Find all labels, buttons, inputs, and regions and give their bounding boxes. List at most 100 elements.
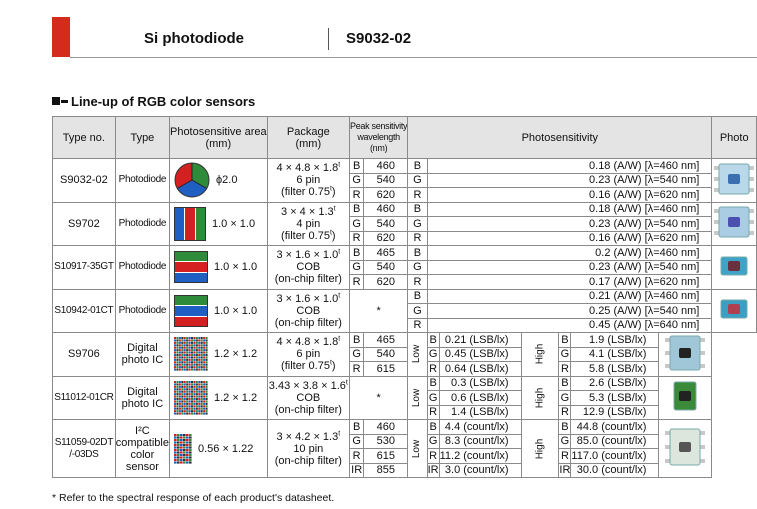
area-text: 0.56 × 1.22: [197, 442, 254, 455]
sens-color-label: R: [407, 274, 428, 290]
mosaic-pixel-area-icon: [173, 433, 192, 464]
sens-value: 0.18 (A/W) [λ=460 nm]: [426, 158, 713, 174]
package-filter: (filter 0.75: [281, 229, 330, 242]
type-text: Photodiode: [118, 304, 167, 316]
package-cell: 4 × 4.8 × 1.8t 6 pin (filter 0.75t): [266, 332, 351, 377]
sens-value: 0.16 (A/W) [λ=620 nm]: [426, 230, 713, 246]
sens-color-label: G: [407, 259, 428, 275]
high-color-label: G: [558, 433, 572, 449]
type-no-text: S11012-01CR: [54, 391, 114, 403]
type-no-cell: S9032-02: [52, 158, 116, 203]
type-text: sensor: [125, 460, 159, 473]
area-text: 1.0 × 1.0: [213, 304, 258, 317]
area-content: 1.2 × 1.2: [170, 380, 266, 415]
table-row: R 615 R 11.2 (count/lx) R 117.0 (count/lx): [53, 448, 757, 464]
thickness-mark: t: [329, 185, 332, 193]
peak-wavelength-value: 615: [363, 448, 409, 464]
package-dimensions: 3 × 4 × 1.3: [281, 205, 334, 218]
bullet-dash-icon: [61, 100, 68, 103]
type-no-text: /-03DS: [69, 448, 99, 460]
high-value: 85.0 (count/lx): [570, 433, 660, 449]
col-photo: Photo: [711, 116, 757, 159]
type-cell: I²C compatible color sensor: [114, 419, 170, 478]
area-cell: ϕ2.0: [168, 158, 268, 203]
area-content: 1.2 × 1.2: [170, 337, 266, 371]
package-cell: 3 × 1.6 × 1.0t COB (on-chip filter): [266, 288, 351, 333]
peak-color-label: G: [349, 346, 365, 362]
product-photo: [714, 163, 755, 195]
low-value: 0.21 (LSB/lx): [438, 332, 522, 348]
peak-color-label: R: [349, 448, 365, 464]
col-type-no: Type no.: [52, 116, 116, 159]
high-value: 2.6 (LSB/lx): [570, 375, 660, 391]
area-content: 1.0 × 1.0: [170, 294, 266, 327]
peak-color-label: G: [349, 172, 365, 188]
peak-note: *: [349, 375, 409, 420]
sens-color-label: G: [407, 172, 428, 188]
peak-color-label: R: [349, 274, 365, 290]
thickness-mark: t: [338, 335, 341, 343]
sens-color-label: G: [407, 216, 428, 232]
low-color-label: R: [426, 448, 440, 464]
type-text: compatible: [115, 436, 169, 449]
page-header: Si photodiode S9032-02: [52, 17, 757, 58]
peak-wavelength-value: 855: [363, 462, 409, 478]
peak-color-label: B: [349, 245, 365, 261]
table-row: R 620 R 0.16 (A/W) [λ=620 nm]: [53, 230, 757, 246]
photo-cell: [658, 332, 713, 377]
low-color-label: G: [426, 346, 440, 362]
type-text: photo IC: [121, 354, 164, 367]
low-value: 0.6 (LSB/lx): [438, 390, 522, 406]
mosaic-pixel-area-icon: [173, 380, 208, 415]
area-text: ϕ2.0: [215, 174, 238, 187]
package-filter-close: ): [331, 360, 336, 373]
rgb-sensor-table: Type no. Type Photosensitive area (mm) Pa…: [52, 116, 757, 478]
circular-rgb-area-icon: [174, 162, 210, 198]
high-gain-label: High: [520, 375, 560, 420]
sens-value: 0.23 (A/W) [λ=540 nm]: [426, 259, 713, 275]
col-photosensitivity: Photosensitivity: [407, 116, 713, 159]
peak-color-label: G: [349, 259, 365, 275]
peak-color-label: R: [349, 187, 365, 203]
type-text: I²C: [135, 424, 150, 437]
table-row: IR 855 IR 3.0 (count/lx) IR 30.0 (count/lx): [53, 462, 757, 478]
peak-color-label: B: [349, 158, 365, 174]
sens-value: 0.17 (A/W) [λ=620 nm]: [426, 274, 713, 290]
table-row: R 620 R 0.16 (A/W) [λ=620 nm]: [53, 187, 757, 203]
brand-red-bar: [52, 17, 70, 57]
peak-wavelength-value: 465: [363, 245, 409, 261]
low-value: 3.0 (count/lx): [438, 462, 522, 478]
low-value: 0.3 (LSB/lx): [438, 375, 522, 391]
high-gain-label: High: [520, 332, 560, 377]
type-text: color: [130, 448, 155, 461]
sens-value: 0.23 (A/W) [λ=540 nm]: [426, 216, 713, 232]
table-row: S9032-02 Photodiode ϕ2.0 4 × 4.8 × 1.8t 6 pi…: [52, 158, 757, 203]
high-color-label: B: [558, 375, 572, 391]
low-gain-label: Low: [407, 375, 428, 420]
package-filter: (on-chip filter): [274, 454, 342, 467]
area-content: 0.56 × 1.22: [170, 433, 266, 464]
package-filter-close: ): [331, 186, 336, 199]
table-row: S9702 Photodiode 1.0 × 1.0 3 × 4 × 1.3t 4 pi…: [52, 201, 757, 246]
area-content: 1.0 × 1.0: [170, 206, 266, 241]
high-gain-label: High: [520, 419, 560, 478]
low-gain-text: Low: [411, 388, 423, 407]
high-value: 5.8 (LSB/lx): [570, 361, 660, 377]
table-row: S9706 Digital photo IC 1.2 × 1.2 4 × 4.8 × 1…: [52, 332, 757, 377]
photo-cell: [711, 245, 757, 290]
type-no-cell: S11012-01CR: [52, 375, 116, 420]
type-text: photo IC: [121, 397, 164, 410]
low-gain-label: Low: [407, 419, 428, 478]
type-no-cell: S11059-02DT/-03DS: [52, 419, 116, 478]
mosaic-pixel-area-icon: [173, 337, 208, 371]
product-photo: [665, 428, 706, 466]
area-text: 1.0 × 1.0: [211, 217, 256, 230]
package-type: COB: [296, 304, 321, 317]
photo-cell: [658, 375, 713, 420]
footnote: * Refer to the spectral response of each…: [52, 492, 335, 504]
photo-cell: [711, 288, 757, 333]
header-rule: [70, 57, 757, 58]
high-gain-text: High: [533, 343, 545, 365]
low-value: 0.64 (LSB/lx): [438, 361, 522, 377]
high-value: 4.1 (LSB/lx): [570, 346, 660, 362]
